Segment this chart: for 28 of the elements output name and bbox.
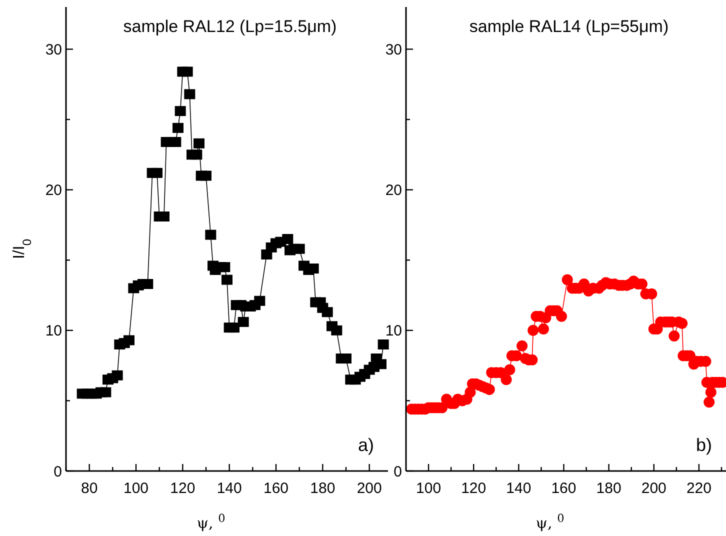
text: sample RAL12 (Lp=15.5μm) <box>123 17 337 36</box>
y-tick-label: 30 <box>45 41 62 58</box>
x-tick-label: 140 <box>506 480 532 497</box>
x-tick-label: 120 <box>461 480 486 497</box>
x-tick-label: 220 <box>686 480 712 497</box>
x-tick-label: 120 <box>170 480 196 497</box>
y-tick-label: 20 <box>45 182 62 200</box>
annotation: b) <box>696 435 712 455</box>
x-tick-label: 200 <box>356 480 382 497</box>
text: sample RAL14 (Lp=55μm) <box>469 17 669 36</box>
x-tick-label: 160 <box>551 480 576 497</box>
x-tick-label: 100 <box>123 480 149 497</box>
x-tick-label: 180 <box>596 480 622 497</box>
y-tick-label: 0 <box>394 463 402 480</box>
x-tick-label: 80 <box>80 480 98 497</box>
x-tick-label: 200 <box>641 480 666 497</box>
x-tick-label: 180 <box>310 480 336 497</box>
x-axis-title: ψ, $^{0}$ <box>196 512 226 532</box>
x-tick-label: 160 <box>263 480 289 497</box>
y-tick-label: 0 <box>54 463 62 480</box>
x-tick-label: 140 <box>216 480 242 497</box>
x-tick-label: 100 <box>416 480 442 497</box>
annotation: a) <box>358 435 374 455</box>
y-tick-label: 30 <box>385 41 402 58</box>
y-tick-label: 20 <box>385 182 402 200</box>
y-tick-label: 10 <box>385 322 402 340</box>
x-axis-title: ψ, $^{0}$ <box>536 512 564 532</box>
y-tick-label: 10 <box>45 322 62 340</box>
